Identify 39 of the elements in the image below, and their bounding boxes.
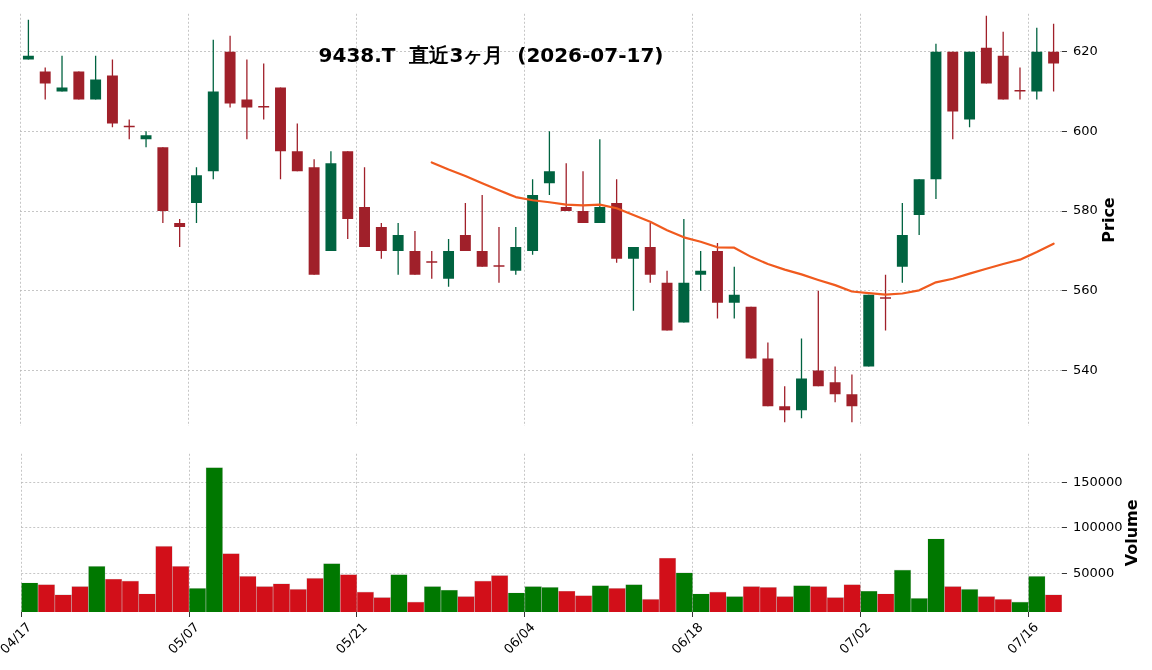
y-tick-label: 600 [1073, 122, 1098, 138]
candlestick [39, 66, 51, 101]
candlestick [577, 170, 589, 224]
y-tick-label: 100000 [1073, 519, 1123, 535]
candlestick [375, 222, 387, 260]
candlestick [627, 246, 639, 312]
candlestick [829, 365, 841, 403]
candlestick [22, 19, 34, 61]
candlestick [241, 58, 253, 140]
y-axis-title: Price [1099, 197, 1119, 243]
candlestick [392, 222, 404, 276]
candlestick [880, 274, 891, 332]
candlestick [1048, 23, 1060, 93]
candlestick [90, 54, 102, 101]
y-axis-title: Volume [1122, 499, 1142, 567]
candlestick [291, 122, 303, 172]
candlestick [476, 194, 488, 268]
y-tick-label: 580 [1073, 202, 1098, 218]
y-tick-label: 620 [1073, 43, 1098, 59]
text: 9438.T 直近3ヶ月 (2026-07-17) [318, 43, 664, 67]
candlestick [409, 230, 421, 276]
candlestick [493, 226, 505, 284]
y-tick-label: 540 [1073, 361, 1098, 377]
candlestick [459, 202, 471, 252]
candlestick [140, 130, 152, 148]
y-tick-label: 560 [1073, 282, 1098, 298]
candlestick [728, 266, 740, 320]
y-tick-label: 150000 [1073, 473, 1123, 489]
candlestick [779, 385, 791, 423]
candlestick [426, 250, 438, 280]
candlestick [510, 226, 522, 276]
candlestick [594, 138, 606, 224]
candlestick [695, 250, 707, 292]
y-tick-label: 50000 [1073, 564, 1115, 580]
candlestick [543, 130, 555, 196]
candlestick [812, 290, 824, 388]
candlestick [174, 218, 186, 248]
candlestick [560, 162, 572, 212]
candlestick [846, 373, 858, 423]
